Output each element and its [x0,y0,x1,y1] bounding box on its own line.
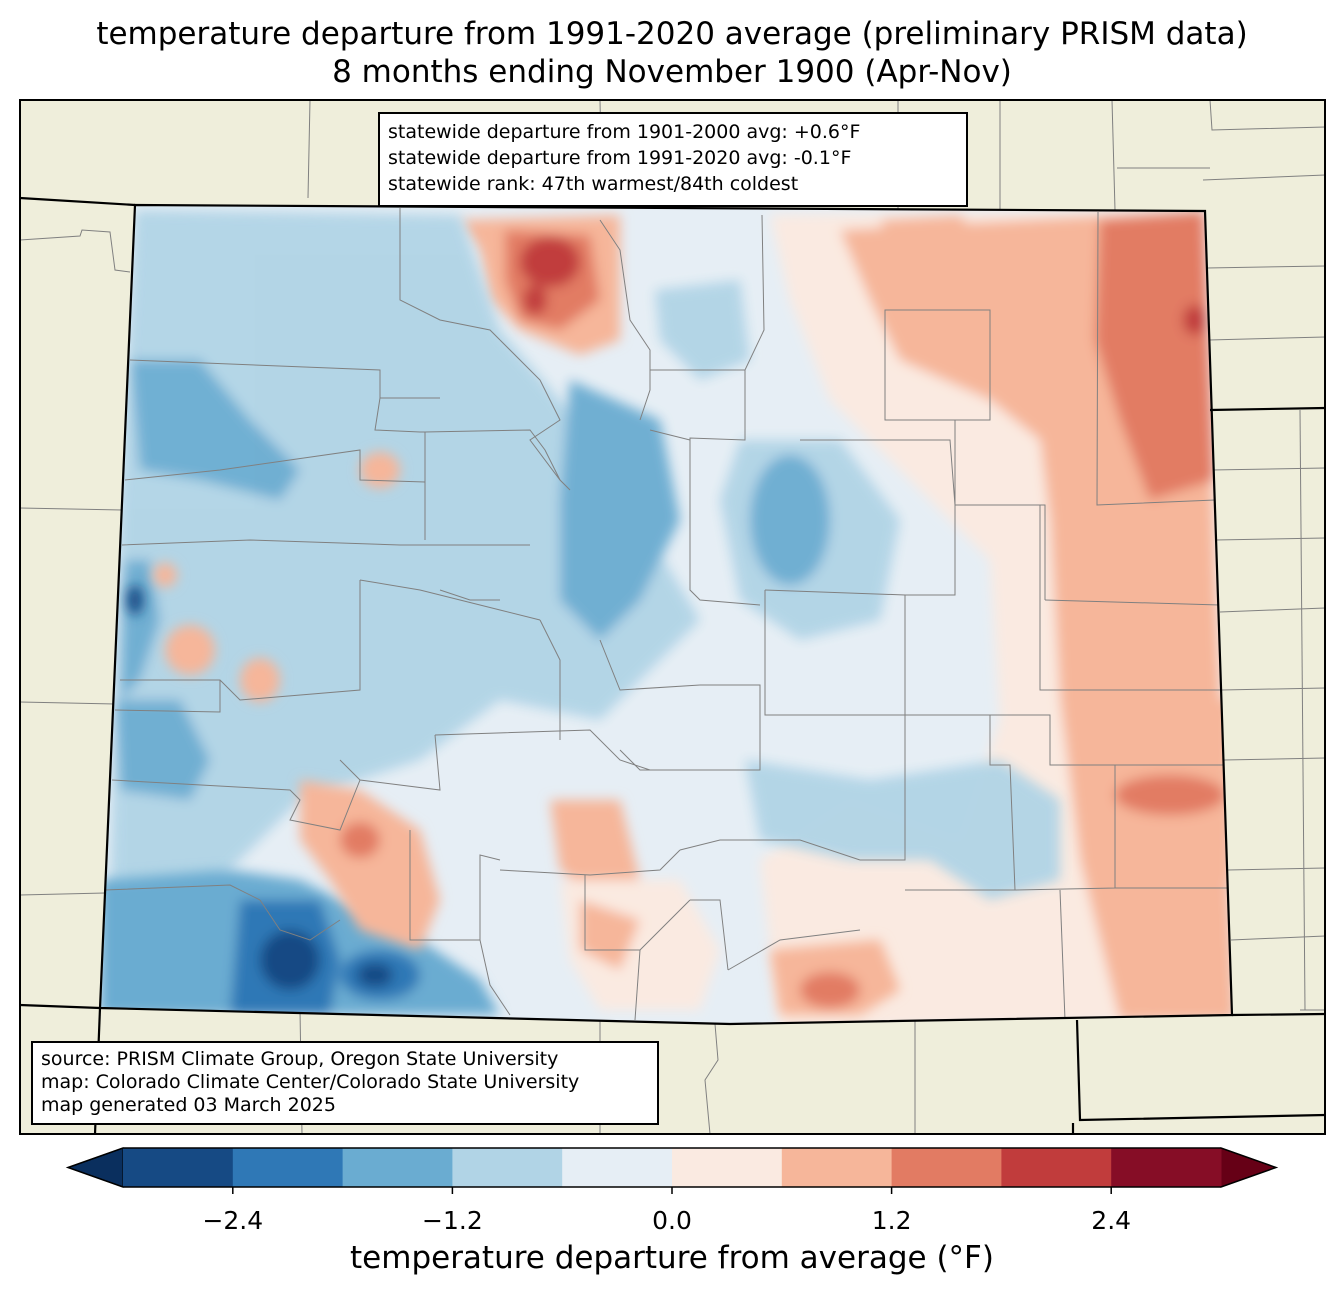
stat-rank: statewide rank: 47th warmest/84th coldes… [388,173,799,195]
colorbar-bin [123,1148,234,1187]
source-credit-box: source: PRISM Climate Group, Oregon Stat… [31,1041,659,1125]
colorbar-tick-label: 1.2 [871,1206,912,1235]
colorbar [65,1147,1279,1188]
map-frame [19,99,1326,1135]
colorbar-label: temperature departure from average (°F) [350,1240,994,1276]
colorbar-bin [1001,1148,1112,1187]
colorbar-tick-label: 2.4 [1091,1206,1132,1235]
map-title-line-2: 8 months ending November 1900 (Apr-Nov) [332,54,1012,90]
colorbar-bin [342,1148,453,1187]
source-line: source: PRISM Climate Group, Oregon Stat… [41,1048,559,1070]
colorbar-under-extension [66,1147,124,1188]
state-borders [19,196,1326,1135]
colorbar-tick-label: −1.2 [422,1206,483,1235]
colorbar-bin [1111,1148,1222,1187]
colorbar-over-extension [1220,1147,1278,1188]
colorbar-ticks [232,1187,1112,1194]
colorbar-bin [452,1148,563,1187]
colorbar-bin [672,1148,783,1187]
colorbar-tick-label: −2.4 [202,1206,264,1235]
stat-1901-2000-departure: statewide departure from 1901-2000 avg: … [388,121,861,143]
map-credit-line: map: Colorado Climate Center/Colorado St… [41,1071,580,1093]
generated-date-line: map generated 03 March 2025 [41,1094,336,1116]
statewide-stats-box: statewide departure from 1901-2000 avg: … [378,112,968,207]
colorbar-bin [562,1148,673,1187]
temperature-field [100,205,1232,1024]
stat-1991-2020-departure: statewide departure from 1991-2020 avg: … [388,147,852,169]
map-title-line-1: temperature departure from 1991-2020 ave… [96,16,1248,52]
colorbar-bin [891,1148,1002,1187]
colorbar-tick-label: 0.0 [652,1206,692,1235]
colorbar-bin [232,1148,344,1187]
colorbar-outline [65,1147,1279,1188]
colorbar-bin [781,1148,893,1187]
